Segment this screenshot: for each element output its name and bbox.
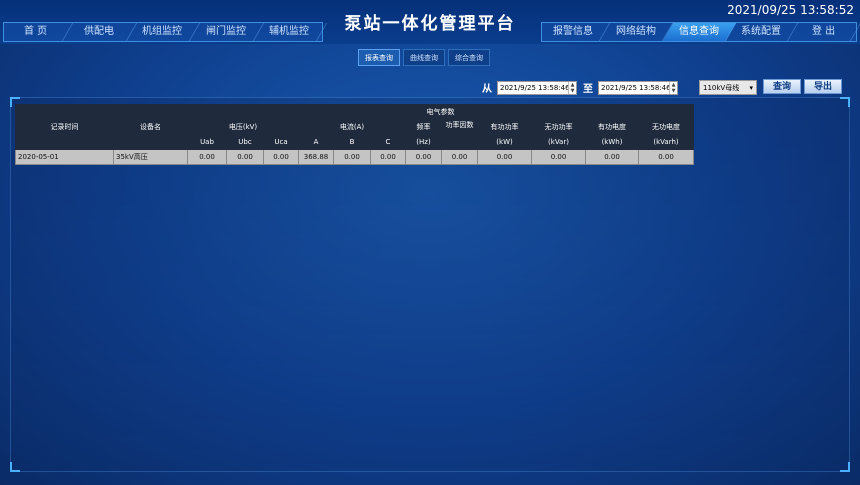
- cell: 2020-05-01: [15, 149, 114, 165]
- header-ubc: Ubc: [226, 134, 264, 150]
- cell: 0.00: [585, 149, 639, 165]
- to-datetime-input[interactable]: 2021/9/25 13:58:46 ▲ ▼: [598, 80, 678, 95]
- nav-label: 机组监控: [142, 26, 183, 37]
- header-hz-unit: (Hz): [405, 134, 442, 150]
- spinner-icon[interactable]: ▲ ▼: [669, 81, 677, 94]
- header-active-power: 有功功率: [477, 119, 532, 135]
- from-datetime-input[interactable]: 2021/9/25 13:58:46 ▲ ▼: [497, 80, 577, 95]
- nav-home[interactable]: 首 页: [0, 23, 73, 41]
- cell: 0.00: [370, 149, 406, 165]
- header-uab: Uab: [187, 134, 227, 150]
- export-button[interactable]: 导出: [804, 79, 842, 94]
- nav-aux-monitor[interactable]: 辅机监控: [253, 23, 328, 41]
- header-power-factor: 功率因数: [441, 119, 478, 150]
- to-label: 至: [583, 84, 593, 95]
- app-title: 泵站一体化管理平台: [344, 14, 516, 34]
- header-kwh-unit: (kWh): [585, 134, 639, 150]
- nav-label: 信息查询: [678, 26, 719, 37]
- nav-network[interactable]: 网络结构: [599, 23, 673, 41]
- to-value: 2021/9/25 13:58:46: [601, 83, 671, 92]
- corner-decoration: [840, 462, 850, 472]
- header-active-energy: 有功电度: [585, 119, 639, 135]
- header-kw-unit: (kW): [477, 134, 532, 150]
- corner-decoration: [10, 97, 20, 107]
- tab-curve-query[interactable]: 曲线查询: [403, 49, 445, 66]
- nav-label: 网络结构: [615, 26, 656, 37]
- cell: 0.00: [441, 149, 478, 165]
- nav-left: 首 页 供配电 机组监控 闸门监控 辅机监控: [0, 22, 328, 42]
- nav-info-query[interactable]: 信息查询: [662, 23, 736, 41]
- query-button[interactable]: 查询: [763, 79, 801, 94]
- header-electrical-params: 电气参数: [187, 104, 694, 120]
- cell: 0.00: [405, 149, 442, 165]
- spinner-icon[interactable]: ▲ ▼: [568, 81, 576, 94]
- header-frequency: 频率: [405, 119, 442, 135]
- header-a: A: [298, 134, 334, 150]
- nav-label: 闸门监控: [206, 26, 247, 37]
- report-table: 记录时间 设备名 电气参数 电压(kV) 电流(A) 频率 功率因数 有功功率 …: [15, 104, 694, 165]
- cell: 0.00: [187, 149, 227, 165]
- filters: 从 2021/9/25 13:58:46 ▲ ▼ 至 2021/9/25 13:58…: [482, 80, 684, 95]
- nav-label: 辅机监控: [269, 26, 310, 37]
- header-uca: Uca: [263, 134, 299, 150]
- from-label: 从: [482, 84, 492, 95]
- cell: 0.00: [531, 149, 586, 165]
- nav-label: 供配电: [83, 26, 114, 37]
- nav-label: 首 页: [23, 26, 47, 37]
- bus-select[interactable]: 110kV母线: [699, 80, 757, 96]
- nav-power-distribution[interactable]: 供配电: [62, 23, 137, 41]
- nav-right: 报警信息 网络结构 信息查询 系统配置 登 出: [536, 22, 860, 42]
- cell: 0.00: [333, 149, 371, 165]
- cell: 368.88: [298, 149, 334, 165]
- corner-decoration: [10, 462, 20, 472]
- nav-label: 登 出: [812, 26, 836, 37]
- nav-alarms[interactable]: 报警信息: [536, 23, 610, 41]
- header-record-time: 记录时间: [15, 104, 114, 150]
- header-voltage: 电压(kV): [187, 119, 299, 135]
- corner-decoration: [840, 97, 850, 107]
- sub-tabs: 报表查询 曲线查询 综合查询: [358, 49, 490, 66]
- tab-report-query[interactable]: 报表查询: [358, 49, 400, 66]
- header-reactive-power: 无功功率: [531, 119, 586, 135]
- tab-combined-query[interactable]: 综合查询: [448, 49, 490, 66]
- header-b: B: [333, 134, 371, 150]
- nav-unit-monitor[interactable]: 机组监控: [125, 23, 200, 41]
- nav-logout[interactable]: 登 出: [787, 23, 860, 41]
- nav-label: 报警信息: [552, 26, 593, 37]
- header-kvarh-unit: (kVarh): [638, 134, 694, 150]
- cell: 0.00: [477, 149, 532, 165]
- nav-label: 系统配置: [741, 26, 782, 37]
- cell: 0.00: [226, 149, 264, 165]
- cell: 35kV高压: [113, 149, 188, 165]
- cell: 0.00: [638, 149, 694, 165]
- table-row[interactable]: 2020-05-01 35kV高压 0.00 0.00 0.00 368.88 …: [15, 149, 694, 165]
- nav-gate-monitor[interactable]: 闸门监控: [189, 23, 264, 41]
- from-value: 2021/9/25 13:58:46: [500, 83, 570, 92]
- header-c: C: [370, 134, 406, 150]
- header-kvar-unit: (kVar): [531, 134, 586, 150]
- header-device-name: 设备名: [113, 104, 188, 150]
- cell: 0.00: [263, 149, 299, 165]
- nav-system-config[interactable]: 系统配置: [725, 23, 799, 41]
- clock: 2021/09/25 13:58:52: [727, 3, 854, 17]
- header-reactive-energy: 无功电度: [638, 119, 694, 135]
- header-current: 电流(A): [298, 119, 406, 135]
